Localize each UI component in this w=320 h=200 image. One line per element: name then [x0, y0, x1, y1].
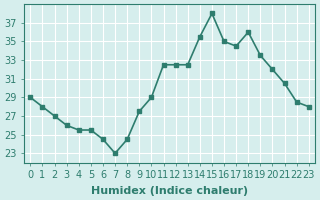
X-axis label: Humidex (Indice chaleur): Humidex (Indice chaleur) [91, 186, 248, 196]
